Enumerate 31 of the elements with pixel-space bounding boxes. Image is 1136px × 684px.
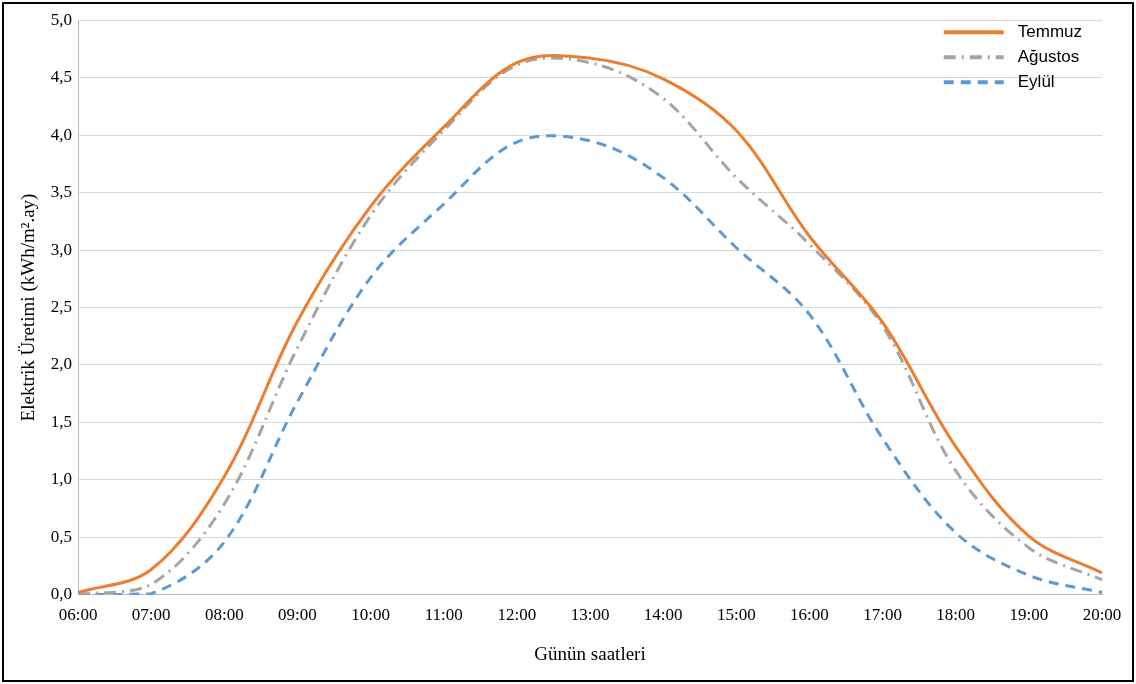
y-tick-label: 1,5 [50, 411, 73, 431]
x-tick-label: 20:00 [1082, 605, 1122, 625]
x-tick-label: 11:00 [424, 605, 463, 625]
y-tick-label: 0,5 [50, 526, 73, 546]
legend-label: Eylül [1017, 71, 1055, 91]
x-tick-label: 08:00 [204, 605, 244, 625]
x-tick-label: 07:00 [131, 605, 171, 625]
x-tick-label: 14:00 [643, 605, 683, 625]
legend-label: Temmuz [1017, 21, 1082, 41]
y-tick-label: 1,0 [50, 469, 73, 489]
x-tick-label: 13:00 [570, 605, 610, 625]
y-tick-label: 2,0 [50, 354, 73, 374]
x-tick-label: 18:00 [936, 605, 976, 625]
y-tick-label: 2,5 [50, 296, 73, 316]
x-tick-label: 15:00 [716, 605, 756, 625]
y-axis-title: Elektrik Üretimi (kWh/m².ay) [17, 193, 40, 422]
y-tick-label: 4,0 [50, 124, 73, 144]
y-tick-label: 4,5 [50, 67, 73, 87]
x-tick-label: 06:00 [58, 605, 98, 625]
x-tick-label: 19:00 [1009, 605, 1049, 625]
x-tick-label: 12:00 [497, 605, 537, 625]
y-tick-label: 3,0 [50, 239, 73, 259]
x-tick-label: 17:00 [863, 605, 902, 625]
x-tick-label: 10:00 [351, 605, 390, 625]
y-tick-label: 3,5 [50, 182, 73, 202]
y-tick-label: 5,0 [50, 9, 73, 29]
legend-label: Ağustos [1017, 46, 1080, 66]
x-tick-label: 16:00 [790, 605, 829, 625]
x-axis-title: Günün saatleri [534, 642, 646, 664]
y-tick-label: 0,0 [50, 584, 73, 604]
x-tick-label: 09:00 [278, 605, 317, 625]
